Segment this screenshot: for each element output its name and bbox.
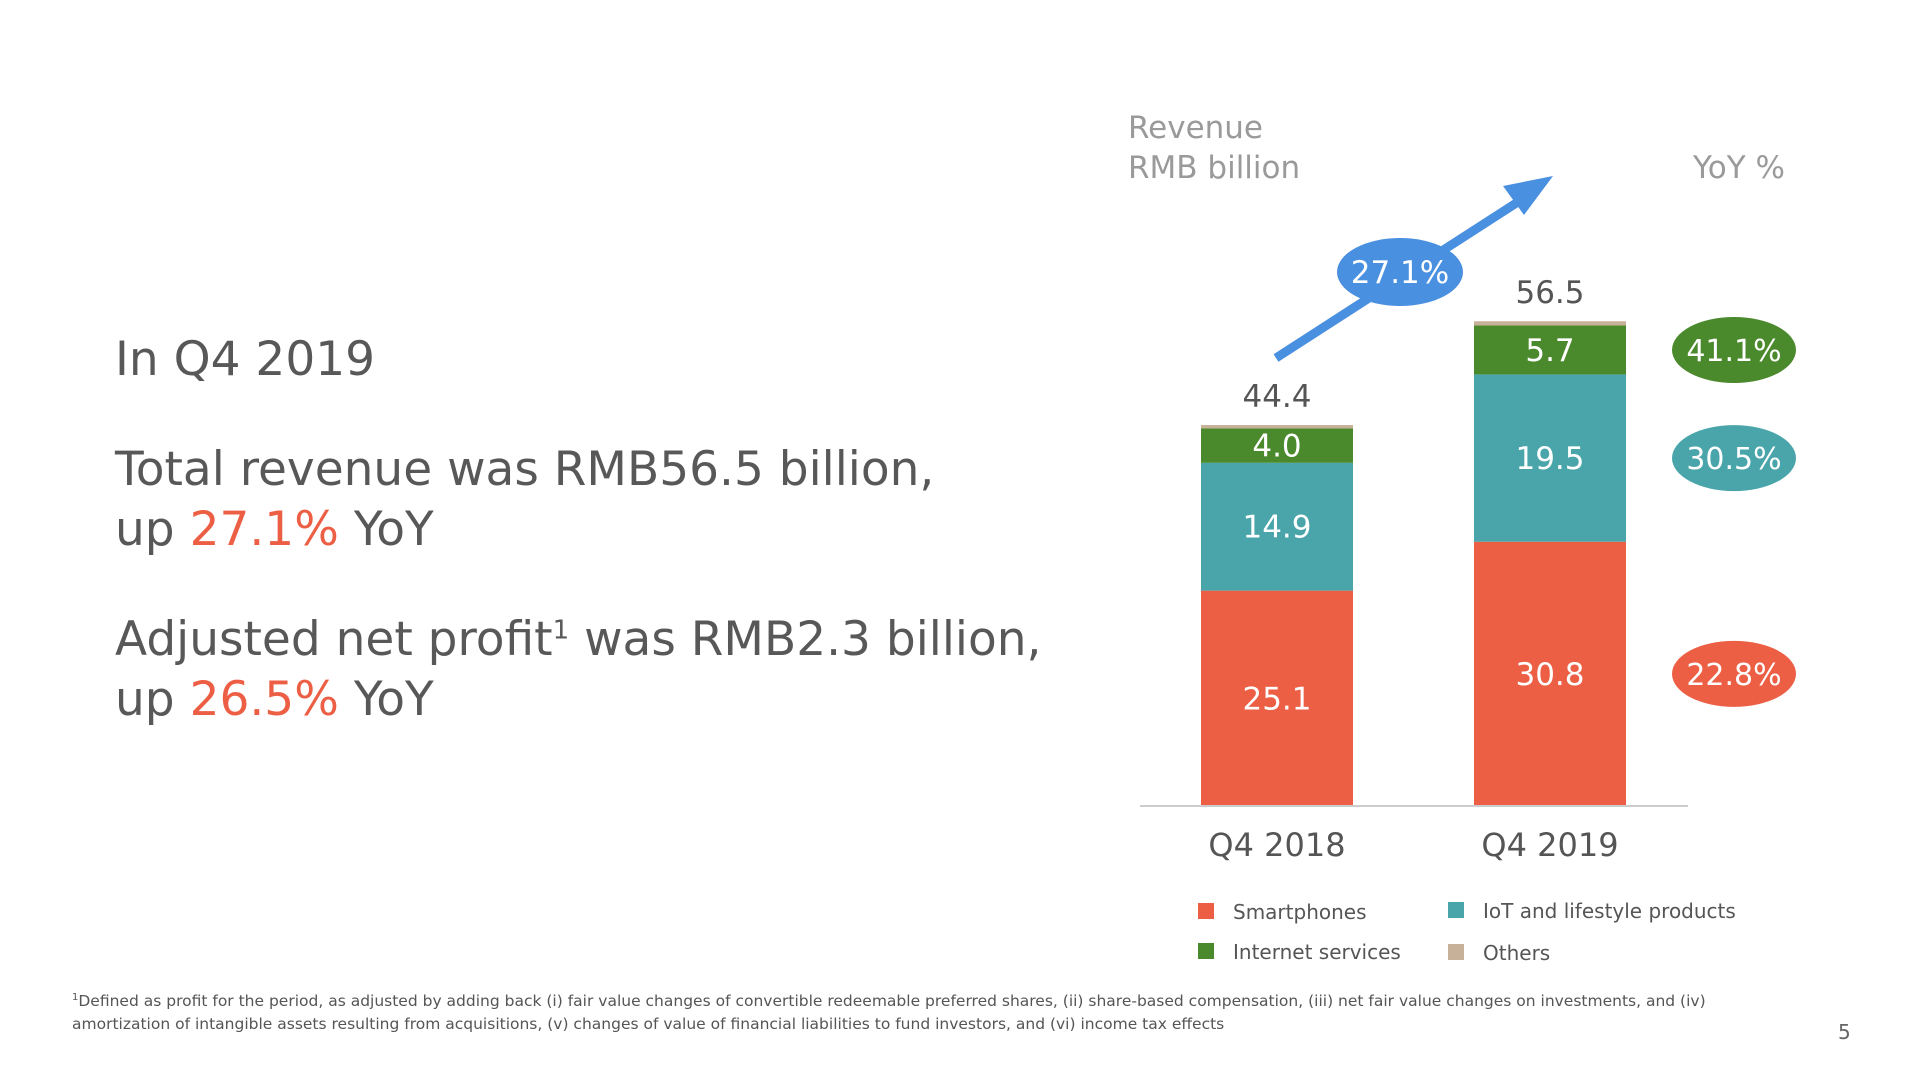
yoy-badge-label: 30.5% xyxy=(1686,442,1781,477)
bar-segment-label: 4.0 xyxy=(1252,429,1301,465)
growth-arrow-icon: 27.1% xyxy=(1273,176,1553,362)
bar-segment-internet-services xyxy=(1201,428,1353,463)
revenue-up-text: up xyxy=(115,502,190,557)
chart-ylabel-line-2: RMB billion xyxy=(1128,150,1300,186)
legend-swatch xyxy=(1448,944,1464,960)
footnote-text: Defined as profit for the period, as adj… xyxy=(72,992,1706,1033)
revenue-yoy-text: YoY xyxy=(338,502,434,557)
chart-yoy-label: YoY % xyxy=(1692,150,1785,186)
profit-suffix: was RMB2.3 billion, xyxy=(569,612,1042,667)
chart-legend: Smartphones IoT and lifestyle products Int… xyxy=(1198,899,1736,965)
bar-segment-label: 30.8 xyxy=(1515,657,1584,693)
yoy-badge-label: 41.1% xyxy=(1686,334,1781,369)
profit-prefix: Adjusted net profit xyxy=(115,612,553,667)
profit-footnote-marker: 1 xyxy=(552,615,570,646)
bar-segment-label: 14.9 xyxy=(1242,510,1311,546)
revenue-statement: Total revenue was RMB56.5 billion, up 27… xyxy=(115,440,1095,560)
profit-up-text: up xyxy=(115,672,190,727)
bar-segment-others xyxy=(1474,321,1626,326)
legend-label: IoT and lifestyle products xyxy=(1483,899,1736,923)
bar-segment-iot-and-lifestyle-products xyxy=(1201,462,1353,591)
total-growth-label: 27.1% xyxy=(1351,255,1449,291)
chart-ylabel-line-1: Revenue xyxy=(1128,110,1263,146)
total-growth-badge xyxy=(1337,238,1463,306)
bar-segment-smartphones xyxy=(1201,590,1353,806)
legend-swatch xyxy=(1198,943,1214,959)
growth-arrow-head xyxy=(1503,176,1553,215)
profit-yoy-text: YoY xyxy=(338,672,434,727)
x-tick-label: Q4 2019 xyxy=(1481,826,1618,864)
bar-segment-internet-services xyxy=(1474,325,1626,375)
bar-segment-iot-and-lifestyle-products xyxy=(1474,374,1626,542)
yoy-badge xyxy=(1672,425,1796,492)
legend-label: Internet services xyxy=(1233,940,1401,964)
bar-segment-label: 19.5 xyxy=(1515,441,1584,477)
legend-label: Smartphones xyxy=(1233,900,1367,924)
x-tick-label: Q4 2018 xyxy=(1208,826,1345,864)
page-number: 5 xyxy=(1838,1020,1851,1044)
yoy-badge xyxy=(1672,316,1796,383)
yoy-badge xyxy=(1672,640,1796,707)
bar-segment-label: 25.1 xyxy=(1242,681,1311,717)
yoy-badge-layer: 22.8% 30.5% 41.1% xyxy=(1672,316,1796,707)
yoy-badge-label: 22.8% xyxy=(1686,658,1781,693)
profit-line-1: Adjusted net profit1 was RMB2.3 billion, xyxy=(115,610,1095,670)
bar-segment-others xyxy=(1201,425,1353,429)
profit-growth: 26.5% xyxy=(189,672,339,727)
legend-label: Others xyxy=(1483,941,1550,965)
bar-segment-smartphones xyxy=(1474,541,1626,806)
profit-statement: Adjusted net profit1 was RMB2.3 billion,… xyxy=(115,610,1095,730)
legend-swatch xyxy=(1448,902,1464,918)
revenue-line-1: Total revenue was RMB56.5 billion, xyxy=(115,442,935,497)
profit-line-2: up 26.5% YoY xyxy=(115,670,1095,730)
revenue-line-2: up 27.1% YoY xyxy=(115,500,1095,560)
bar-layer: 25.1 14.9 4.0 44.4 Q4 2018 30.8 19.5 5.7 56.5 Q4 … xyxy=(1201,275,1626,864)
summary-panel: In Q4 2019 Total revenue was RMB56.5 bil… xyxy=(115,330,1095,730)
legend-swatch xyxy=(1198,903,1214,919)
footnote-marker: 1 xyxy=(72,991,79,1003)
bar-total-label: 44.4 xyxy=(1242,379,1311,415)
bar-total-label: 56.5 xyxy=(1515,275,1584,311)
summary-heading: In Q4 2019 xyxy=(115,332,376,387)
revenue-growth: 27.1% xyxy=(189,502,339,557)
bar-segment-label: 5.7 xyxy=(1525,333,1574,369)
footnote: 1Defined as profit for the period, as ad… xyxy=(72,990,1772,1036)
